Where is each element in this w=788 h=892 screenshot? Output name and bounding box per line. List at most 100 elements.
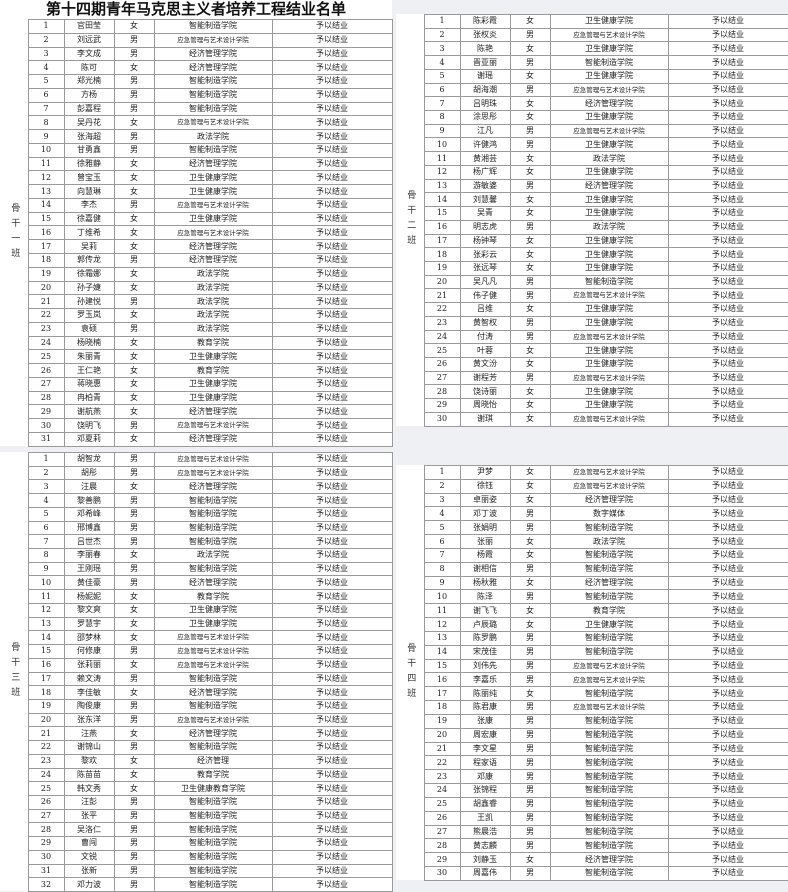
student-name: 张康 [459, 713, 511, 729]
college: 政法学院 [153, 321, 273, 337]
college: 应急管理与艺术设计学院 [549, 465, 669, 480]
college: 卫生健康学院 [153, 376, 273, 392]
row-number: 6 [27, 87, 65, 103]
result: 予以结业 [271, 781, 393, 796]
row-number: 5 [423, 68, 461, 84]
row-number: 16 [27, 657, 65, 673]
college: 智能制造学院 [549, 796, 669, 812]
roster-table: 骨干一班 1 官田莹女智能制造学院 予以结业 2 刘远武男应急管理与艺术设计学院 予以结业 3… [0, 19, 393, 447]
gender: 女 [113, 404, 155, 420]
result: 予以结业 [271, 740, 393, 755]
college: 教育学院 [153, 363, 273, 378]
row-number: 19 [27, 266, 65, 282]
college: 卫生健康学院 [549, 247, 669, 262]
row-number: 26 [27, 363, 65, 378]
roster-row: 28 吴洛仁男智能制造学院 予以结业 [0, 822, 393, 838]
gender: 男 [509, 178, 551, 194]
row-number: 9 [27, 129, 65, 144]
row-number: 30 [423, 866, 461, 881]
roster-row: 14 邵梦林女应急管理与艺术设计学院 予以结业 [0, 630, 393, 646]
class-label: 骨干四班 [405, 642, 416, 703]
roster-row: 21 李文星男智能制造学院 予以结业 [396, 741, 788, 757]
college: 智能制造学院 [549, 589, 669, 605]
gender: 女 [509, 96, 551, 112]
row-number: 23 [423, 315, 461, 331]
result: 予以结业 [271, 376, 393, 392]
roster-row: 11 杨妮妮女教育学院 予以结业 [0, 589, 393, 604]
result: 予以结业 [271, 685, 393, 700]
roster-row: 27 张平男智能制造学院 予以结业 [0, 808, 393, 824]
college: 智能制造学院 [549, 561, 669, 577]
roster-row: 22 谢锦山男智能制造学院 予以结业 [0, 740, 393, 755]
gender: 男 [509, 644, 551, 660]
student-name: 刘慧馨 [459, 192, 511, 208]
student-name: 张新 [63, 863, 115, 879]
row-number: 16 [27, 225, 65, 241]
college: 应急管理与艺术设计学院 [153, 418, 273, 433]
roster-row: 4 邓丁波男数字媒体 予以结业 [396, 506, 788, 522]
result: 予以结业 [667, 247, 788, 262]
college: 卫生健康学院 [549, 315, 669, 331]
result: 予以结业 [271, 197, 393, 213]
row-number: 9 [27, 561, 65, 577]
row-number: 20 [27, 280, 65, 296]
row-number: 12 [423, 617, 461, 632]
roster-row: 28 饶诗丽女卫生健康学院 予以结业 [396, 384, 788, 400]
gender: 男 [509, 137, 551, 153]
student-name: 汪彭 [63, 794, 115, 810]
college: 经济管理学院 [549, 178, 669, 194]
row-number: 8 [27, 548, 65, 563]
gender: 男 [509, 866, 551, 881]
row-number: 29 [423, 852, 461, 868]
gender: 男 [509, 288, 551, 304]
result: 予以结业 [271, 575, 393, 591]
gender: 女 [509, 575, 551, 591]
result: 予以结业 [271, 589, 393, 604]
roster-row: 21 孙建悦男政法学院 予以结业 [0, 294, 393, 310]
result: 予以结业 [667, 866, 788, 881]
row-number: 21 [423, 288, 461, 304]
gender: 男 [509, 520, 551, 536]
roster-table: 骨干三班 1 胡智龙男应急管理与艺术设计学院 予以结业 2 胡彤男应急管理与艺术设计学院予… [0, 452, 393, 892]
student-name: 杨广辉 [459, 164, 511, 180]
row-number: 10 [27, 142, 65, 158]
college: 智能制造学院 [549, 686, 669, 702]
roster-row: 27 蒋晓惠女卫生健康学院 予以结业 [0, 376, 393, 392]
student-name: 张莉丽 [63, 657, 115, 673]
college: 卫生健康学院 [549, 384, 669, 400]
student-name: 杨钟琴 [459, 233, 511, 249]
row-number: 2 [27, 465, 65, 481]
gender: 女 [113, 602, 155, 618]
row-number: 15 [423, 658, 461, 674]
student-name: 徐雅静 [63, 156, 115, 172]
gender: 男 [113, 520, 155, 536]
student-name: 吕世杰 [63, 534, 115, 550]
college: 应急管理与艺术设计学院 [549, 672, 669, 688]
result: 予以结业 [667, 520, 788, 536]
roster-row: 5 邓希峰男智能制造学院 予以结业 [0, 506, 393, 522]
college: 智能制造学院 [549, 274, 669, 290]
student-name: 刘伟先 [459, 658, 511, 674]
gender: 男 [509, 506, 551, 522]
student-name: 陈苗苗 [63, 767, 115, 783]
roster-row: 6 胡海潮男应急管理与艺术设计学院 予以结业 [396, 82, 788, 98]
student-name: 曹闯 [63, 836, 115, 851]
college: 应急管理与艺术设计学院 [153, 712, 273, 728]
result: 予以结业 [271, 129, 393, 144]
result: 予以结业 [667, 838, 788, 854]
row-number: 18 [423, 700, 461, 715]
gender: 男 [509, 755, 551, 771]
roster-row: 骨干四班 1 尹梦女应急管理与艺术设计学院 予以结业 [396, 465, 788, 703]
gender: 男 [113, 506, 155, 522]
student-name: 罗玉岚 [63, 308, 115, 323]
student-name: 李佳敏 [63, 685, 115, 700]
student-name: 黎善鹏 [63, 493, 115, 508]
roster-row: 32 邓力波男智能制造学院 予以结业 [0, 877, 393, 892]
gender: 男 [509, 561, 551, 577]
roster-row: 24 付涛男应急管理与艺术设计学院 予以结业 [396, 329, 788, 345]
row-number: 31 [27, 431, 65, 447]
result: 予以结业 [271, 822, 393, 838]
college: 政法学院 [549, 151, 669, 166]
college: 政法学院 [153, 294, 273, 310]
